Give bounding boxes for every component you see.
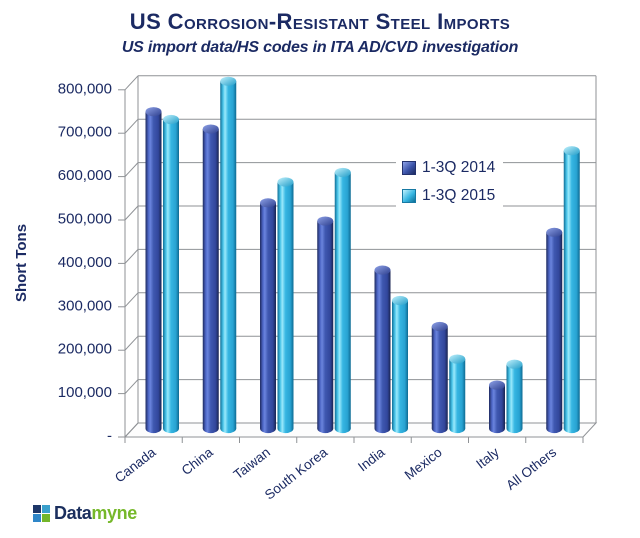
bar-italy-1-3Q-2014 — [489, 380, 505, 434]
y-tick-connector — [124, 249, 139, 264]
bar-body — [145, 111, 162, 429]
y-tick-connector — [124, 162, 139, 177]
legend-label-2014: 1-3Q 2014 — [422, 159, 496, 176]
bar-cap — [220, 76, 237, 86]
legend-item-2014: 1-3Q 2014 — [402, 159, 495, 177]
bar-body — [563, 150, 580, 429]
x-category-label: Mexico — [402, 445, 445, 483]
logo-text: Datamyne — [54, 503, 137, 524]
legend-swatch-2015-icon — [402, 189, 416, 203]
datamyne-logo: Datamyne — [33, 503, 137, 524]
bar-body — [317, 221, 334, 429]
bar-body — [163, 119, 179, 429]
bar-cap — [277, 177, 294, 187]
bar-india-1-3Q-2015 — [392, 295, 408, 434]
bar-cap — [202, 124, 219, 134]
bar-cap — [392, 295, 408, 306]
bar-all-others-1-3Q-2015 — [563, 146, 580, 434]
page-title: US Corrosion-Resistant Steel Imports — [129, 9, 511, 34]
bar-cap — [163, 114, 179, 125]
bar-south-korea-1-3Q-2015 — [334, 167, 351, 434]
x-category-label: Canada — [112, 444, 159, 485]
bar-body — [449, 359, 466, 429]
y-tick-label: - — [107, 428, 112, 445]
bar-cap — [449, 354, 466, 364]
bar-body — [220, 81, 237, 429]
chart-floor — [123, 422, 598, 438]
bar-cap — [489, 380, 505, 390]
x-category-label: India — [355, 444, 388, 474]
x-category-label: All Others — [503, 444, 559, 492]
bar-all-others-1-3Q-2014 — [546, 227, 563, 434]
bar-cap — [546, 227, 563, 237]
bar-cap — [431, 321, 448, 332]
bar-cap — [374, 265, 391, 275]
bar-cap — [260, 198, 276, 208]
bar-body — [392, 300, 408, 429]
bar-canada-1-3Q-2015 — [163, 114, 179, 434]
y-tick-label: 700,000 — [58, 124, 112, 141]
bar-cap — [563, 146, 580, 156]
bar-cap — [334, 167, 351, 178]
bar-body — [334, 172, 351, 429]
y-tick-connector — [124, 75, 139, 91]
bar-india-1-3Q-2014 — [374, 265, 391, 434]
legend: 1-3Q 2014 1-3Q 2015 — [396, 156, 504, 216]
bar-canada-1-3Q-2014 — [145, 107, 162, 434]
bar-body — [431, 326, 448, 429]
y-axis-title: Short Tons — [13, 224, 30, 302]
bar-cap — [145, 107, 162, 117]
y-tick-label: 800,000 — [58, 80, 112, 97]
y-tick-connector — [124, 118, 139, 134]
y-tick-connector — [124, 205, 139, 221]
y-tick-label: 400,000 — [58, 254, 112, 271]
bar-body — [546, 232, 563, 429]
legend-item-2015: 1-3Q 2015 — [402, 187, 495, 205]
bar-china-1-3Q-2014 — [202, 124, 219, 434]
bar-body — [506, 364, 523, 429]
legend-label-2015: 1-3Q 2015 — [422, 187, 496, 204]
bar-italy-1-3Q-2015 — [506, 359, 523, 434]
y-tick-label: 100,000 — [58, 384, 112, 401]
bar-china-1-3Q-2015 — [220, 76, 237, 434]
y-tick-connector — [124, 422, 139, 438]
logo-text-myne: myne — [91, 503, 137, 523]
y-tick-label: 600,000 — [58, 167, 112, 184]
y-tick-connector — [124, 379, 139, 394]
bar-body — [489, 385, 505, 429]
y-tick-connector — [124, 335, 139, 351]
bar-taiwan-1-3Q-2014 — [260, 198, 276, 434]
x-category-label: Italy — [473, 444, 502, 471]
legend-swatch-2014-icon — [402, 161, 416, 175]
y-tick-label: 300,000 — [58, 297, 112, 314]
x-category-label: Taiwan — [231, 445, 273, 483]
bar-body — [374, 270, 391, 429]
page-subtitle: US import data/HS codes in ITA AD/CVD in… — [121, 39, 519, 56]
bar-cap — [506, 359, 523, 369]
bar-mexico-1-3Q-2014 — [431, 321, 448, 434]
y-tick-connector — [124, 292, 139, 308]
bar-cap — [317, 216, 334, 226]
x-category-label: South Korea — [262, 444, 331, 502]
y-tick-label: 500,000 — [58, 211, 112, 228]
datamyne-squares-icon — [33, 505, 50, 522]
y-tick-label: 200,000 — [58, 341, 112, 358]
bar-body — [277, 181, 294, 429]
bar-body — [202, 129, 219, 429]
bar-mexico-1-3Q-2015 — [449, 354, 466, 434]
logo-text-data: Data — [54, 503, 92, 523]
bar-south-korea-1-3Q-2014 — [317, 216, 334, 434]
bar-taiwan-1-3Q-2015 — [277, 177, 294, 434]
bar-body — [260, 202, 276, 429]
x-category-label: China — [179, 444, 216, 478]
